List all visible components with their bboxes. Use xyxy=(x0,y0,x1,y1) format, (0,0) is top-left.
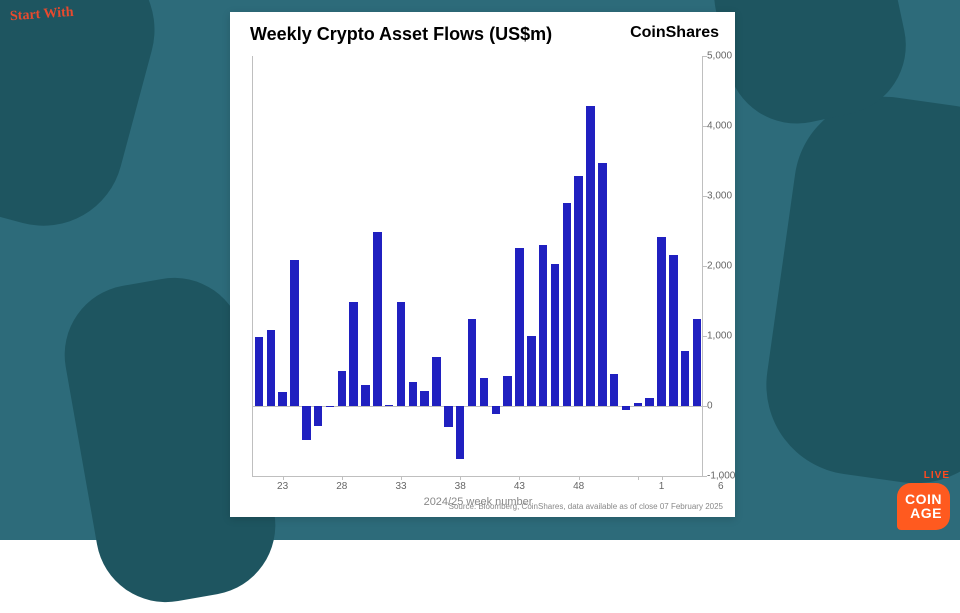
y-tick-label: 5,000 xyxy=(707,51,743,62)
bar xyxy=(681,351,690,406)
bar xyxy=(515,248,524,406)
bar xyxy=(645,398,654,406)
bar xyxy=(432,357,441,406)
bar xyxy=(563,203,572,406)
bar xyxy=(302,406,311,440)
bar xyxy=(492,406,501,414)
bar xyxy=(657,237,666,406)
bar xyxy=(456,406,465,459)
chart-source: Source: Bloomberg, CoinShares, data avai… xyxy=(449,502,723,511)
x-tick-mark xyxy=(579,476,580,480)
x-tick-label: 1 xyxy=(659,481,665,492)
chart-title: Weekly Crypto Asset Flows (US$m) xyxy=(250,24,552,45)
y-tick-label: 2,000 xyxy=(707,261,743,272)
bar xyxy=(669,255,678,406)
bottom-right-overlay: LIVE COINAGE xyxy=(897,470,950,530)
bar xyxy=(338,371,347,406)
y-axis-line xyxy=(702,56,703,476)
x-tick-label: 43 xyxy=(514,481,525,492)
x-tick-mark xyxy=(342,476,343,480)
bar xyxy=(349,302,358,406)
bar xyxy=(574,176,583,406)
bg-shape xyxy=(0,0,172,244)
bar xyxy=(278,392,287,406)
bar xyxy=(397,302,406,406)
bg-shape xyxy=(755,85,960,495)
bar xyxy=(409,382,418,407)
chart-card: Weekly Crypto Asset Flows (US$m) CoinSha… xyxy=(230,12,735,517)
bar xyxy=(267,330,276,406)
x-tick-mark xyxy=(638,476,639,480)
y-tick-label: -1,000 xyxy=(707,471,743,482)
chart-brand: CoinShares xyxy=(630,24,719,42)
bar xyxy=(622,406,631,410)
bar xyxy=(314,406,323,426)
y-tick-label: 1,000 xyxy=(707,331,743,342)
bar xyxy=(598,163,607,406)
bar xyxy=(480,378,489,406)
y-tick-label: 0 xyxy=(707,401,743,412)
bar xyxy=(420,391,429,406)
y-tick-label: 3,000 xyxy=(707,191,743,202)
bar xyxy=(290,260,299,406)
x-tick-label: 38 xyxy=(455,481,466,492)
bar xyxy=(551,264,560,406)
live-badge: LIVE xyxy=(897,470,950,481)
bar xyxy=(503,376,512,406)
coinage-logo: COINAGE xyxy=(897,483,950,530)
x-tick-label: 33 xyxy=(395,481,406,492)
x-tick-label: 48 xyxy=(573,481,584,492)
x-tick-mark xyxy=(283,476,284,480)
x-tick-mark xyxy=(721,476,722,480)
bar xyxy=(527,336,536,406)
x-tick-label: 23 xyxy=(277,481,288,492)
bar xyxy=(444,406,453,427)
bar xyxy=(468,319,477,407)
bar xyxy=(634,403,643,407)
bar xyxy=(610,374,619,406)
x-tick-mark xyxy=(401,476,402,480)
x-tick-mark xyxy=(460,476,461,480)
x-tick-label: 28 xyxy=(336,481,347,492)
x-tick-mark xyxy=(662,476,663,480)
bar xyxy=(586,106,595,406)
bar xyxy=(326,406,335,407)
bar xyxy=(255,337,264,406)
bar xyxy=(385,405,394,406)
chart-plot-area: 2024/25 week number -1,00001,0002,0003,0… xyxy=(252,56,703,477)
y-tick-label: 4,000 xyxy=(707,121,743,132)
bar xyxy=(539,245,548,406)
x-tick-mark xyxy=(519,476,520,480)
bar xyxy=(373,232,382,406)
x-tick-label: 6 xyxy=(718,481,724,492)
bar xyxy=(693,319,702,407)
bar xyxy=(361,385,370,406)
